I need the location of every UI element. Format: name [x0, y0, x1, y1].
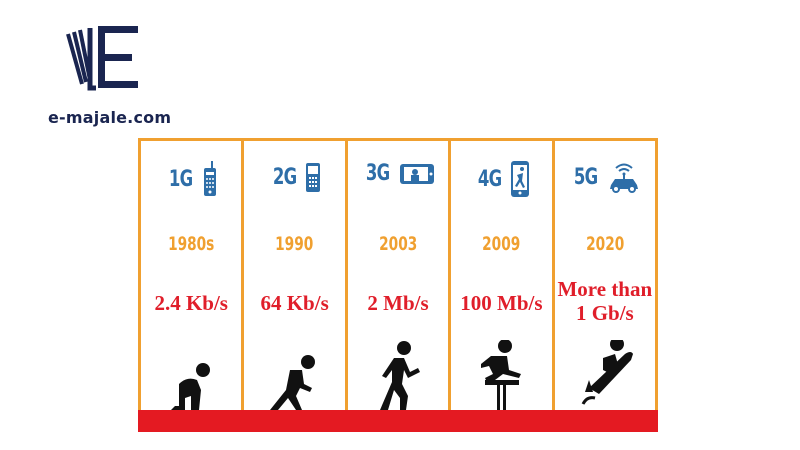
generation-label: 5G [574, 164, 598, 190]
smartphone-runner-icon [511, 161, 530, 197]
generation-label: 2G [272, 164, 297, 190]
generation-label: 4G [477, 166, 502, 192]
generation-column-4g: 4G 2009 100 Mb/s [451, 141, 555, 410]
speed-label: 2 Mb/s [367, 291, 429, 315]
generation-label: 1G [168, 166, 192, 192]
year-label: 2020 [585, 233, 624, 255]
rocket-rider-icon [581, 340, 633, 405]
generation-column-2g: 2G 1990 64 Kb/s [244, 141, 348, 410]
network-generations-table: 1G 1980s 2.4 Kb/s 2G [138, 138, 658, 410]
year-label: 2003 [378, 233, 418, 255]
hurdler-icon [481, 340, 522, 410]
connected-car-icon [609, 163, 638, 193]
feature-phone-icon [306, 163, 321, 192]
generation-column-5g: 5G 2020 More than 1 Gb/s [555, 141, 655, 410]
speed-label: 100 Mb/s [460, 291, 543, 315]
speed-label: 64 Kb/s [260, 291, 329, 315]
speed-label: More than 1 Gb/s [555, 277, 655, 325]
site-name: e-majale.com [48, 108, 172, 127]
speed-label: 2.4 Kb/s [154, 291, 228, 315]
e-majale-logo-icon [66, 26, 138, 91]
generation-column-1g: 1G 1980s 2.4 Kb/s [141, 141, 245, 410]
year-label: 1990 [275, 233, 314, 255]
starting-runner-icon [270, 355, 316, 410]
crawling-person-icon [171, 363, 210, 410]
video-call-phone-icon [399, 163, 434, 184]
speed-track-bar [138, 410, 658, 432]
speed-line-2: 1 Gb/s [575, 301, 634, 325]
running-person-icon [379, 341, 420, 410]
year-label: 2009 [482, 233, 521, 255]
year-label: 1980s [168, 233, 215, 255]
generation-label: 3G [366, 161, 390, 186]
speed-line-1: More than [557, 277, 653, 301]
brick-phone-icon [203, 161, 216, 196]
generation-column-3g: 3G 2003 2 Mb/s [348, 141, 452, 410]
